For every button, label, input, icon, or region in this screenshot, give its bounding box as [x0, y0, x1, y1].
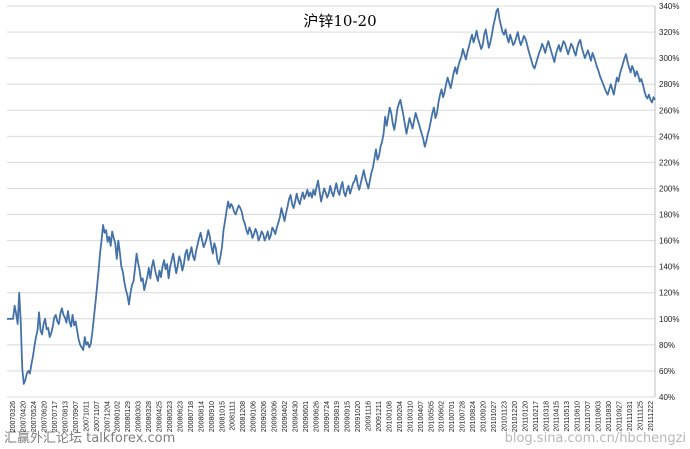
y-tick-label: 100% [659, 315, 679, 324]
x-tick-label: 20081015 [219, 401, 226, 432]
x-tick-label: 20100204 [397, 401, 404, 432]
x-tick-label: 20070813 [62, 401, 69, 432]
x-tick-label: 20111222 [648, 401, 655, 431]
x-tick-label: 20081208 [240, 401, 247, 432]
y-tick-label: 60% [659, 367, 675, 376]
x-tick-label: 20100310 [407, 401, 414, 432]
x-tick-label: 20110707 [585, 401, 592, 432]
x-tick-label: 20100701 [449, 401, 456, 432]
y-tick-label: 320% [659, 28, 679, 37]
x-tick-label: 20110513 [564, 401, 571, 432]
x-tick-label: 20100920 [481, 401, 488, 432]
x-tick-label: 20071011 [83, 401, 90, 432]
x-tick-label: 20070620 [42, 401, 49, 432]
x-tick-label: 20111031 [627, 401, 634, 431]
x-tick-label: 20110120 [522, 401, 529, 432]
x-tick-label: 20090626 [313, 401, 320, 432]
x-tick-label: 20071107 [94, 401, 101, 432]
x-tick-label: 20101123 [501, 401, 508, 432]
y-tick-label: 160% [659, 237, 679, 246]
y-tick-label: 180% [659, 211, 679, 220]
y-tick-label: 220% [659, 158, 679, 167]
x-tick-label: 20080718 [188, 401, 195, 432]
x-tick-label: 20071204 [104, 401, 111, 432]
x-tick-label: 20090402 [282, 401, 289, 432]
watermark-right: blog.sina.com.cn/hbchengzi [505, 431, 686, 446]
x-tick-label: 20090724 [324, 401, 331, 432]
x-tick-label: 20110318 [543, 401, 550, 432]
x-tick-label: 20080910 [209, 401, 216, 432]
x-tick-label: 20070524 [31, 401, 38, 432]
x-tick-label: 20070326 [10, 401, 17, 432]
x-tick-label: 20090601 [303, 401, 310, 432]
x-tick-label: 20110927 [616, 401, 623, 432]
y-tick-label: 340% [659, 2, 679, 11]
x-tick-label: 20090206 [261, 401, 268, 432]
y-axis: 40% 60% 80% 100% 120% 140% 160% 180% 200% 220% 240… [654, 2, 679, 402]
x-tick-label: 20090915 [345, 401, 352, 432]
x-tick-label: 20080102 [115, 401, 122, 432]
series-line [7, 7, 656, 385]
x-tick-label: 20101027 [491, 401, 498, 432]
x-tick-label: 20110415 [554, 401, 561, 432]
y-tick-label: 120% [659, 289, 679, 298]
x-tick-label: 20100505 [428, 401, 435, 432]
x-tick-label: 20080523 [167, 401, 174, 432]
y-tick-label: 200% [659, 184, 679, 193]
x-tick-label: 20111125 [637, 401, 644, 431]
x-tick-label: 20110610 [575, 401, 582, 432]
y-tick-label: 260% [659, 106, 679, 115]
x-tick-label: 20070907 [73, 401, 80, 432]
x-tick-label: 20090306 [272, 401, 279, 432]
x-tick-label: 20100407 [418, 401, 425, 432]
y-tick-label: 80% [659, 341, 675, 350]
x-tick-label: 20070717 [52, 401, 59, 432]
x-tick-label: 20090430 [292, 401, 299, 432]
x-tick-label: 20091020 [355, 401, 362, 432]
x-tick-label: 20100824 [470, 401, 477, 432]
x-tick-label: 20090819 [334, 401, 341, 432]
y-tick-label: 40% [659, 393, 675, 402]
x-tick-label: 20080328 [146, 401, 153, 432]
x-tick-label: 20081111 [230, 401, 237, 431]
x-tick-label: 20100108 [386, 401, 393, 432]
x-tick-label: 20110830 [606, 401, 613, 432]
x-tick-label: 20100602 [439, 401, 446, 432]
x-tick-label: 20080814 [198, 401, 205, 432]
x-tick-label: 20090106 [251, 401, 258, 432]
x-tick-label: 20091116 [366, 401, 373, 431]
x-tick-label: 20091211 [376, 401, 383, 432]
x-tick-label: 20100728 [460, 401, 467, 432]
y-tick-label: 300% [659, 54, 679, 63]
watermark-left: 汇赢外汇论坛 talkforex.com [4, 430, 175, 446]
x-tick-label: 20110217 [533, 401, 540, 432]
x-tick-label: 20080303 [136, 401, 143, 432]
y-tick-label: 280% [659, 80, 679, 89]
gridlines [7, 5, 655, 398]
x-tick-label: 20080623 [177, 401, 184, 432]
x-tick-label: 20101220 [512, 401, 519, 432]
x-tick-label: 20110803 [596, 401, 603, 432]
chart-title: 沪锌10-20 [303, 12, 376, 30]
y-tick-label: 240% [659, 132, 679, 141]
y-tick-label: 140% [659, 263, 679, 272]
x-tick-label: 20080425 [157, 401, 164, 432]
x-tick-label: 20070420 [21, 401, 28, 432]
x-tick-label: 20080129 [125, 401, 132, 432]
x-axis: 20070326 20070420 20070524 20070620 20070717… [10, 401, 655, 432]
